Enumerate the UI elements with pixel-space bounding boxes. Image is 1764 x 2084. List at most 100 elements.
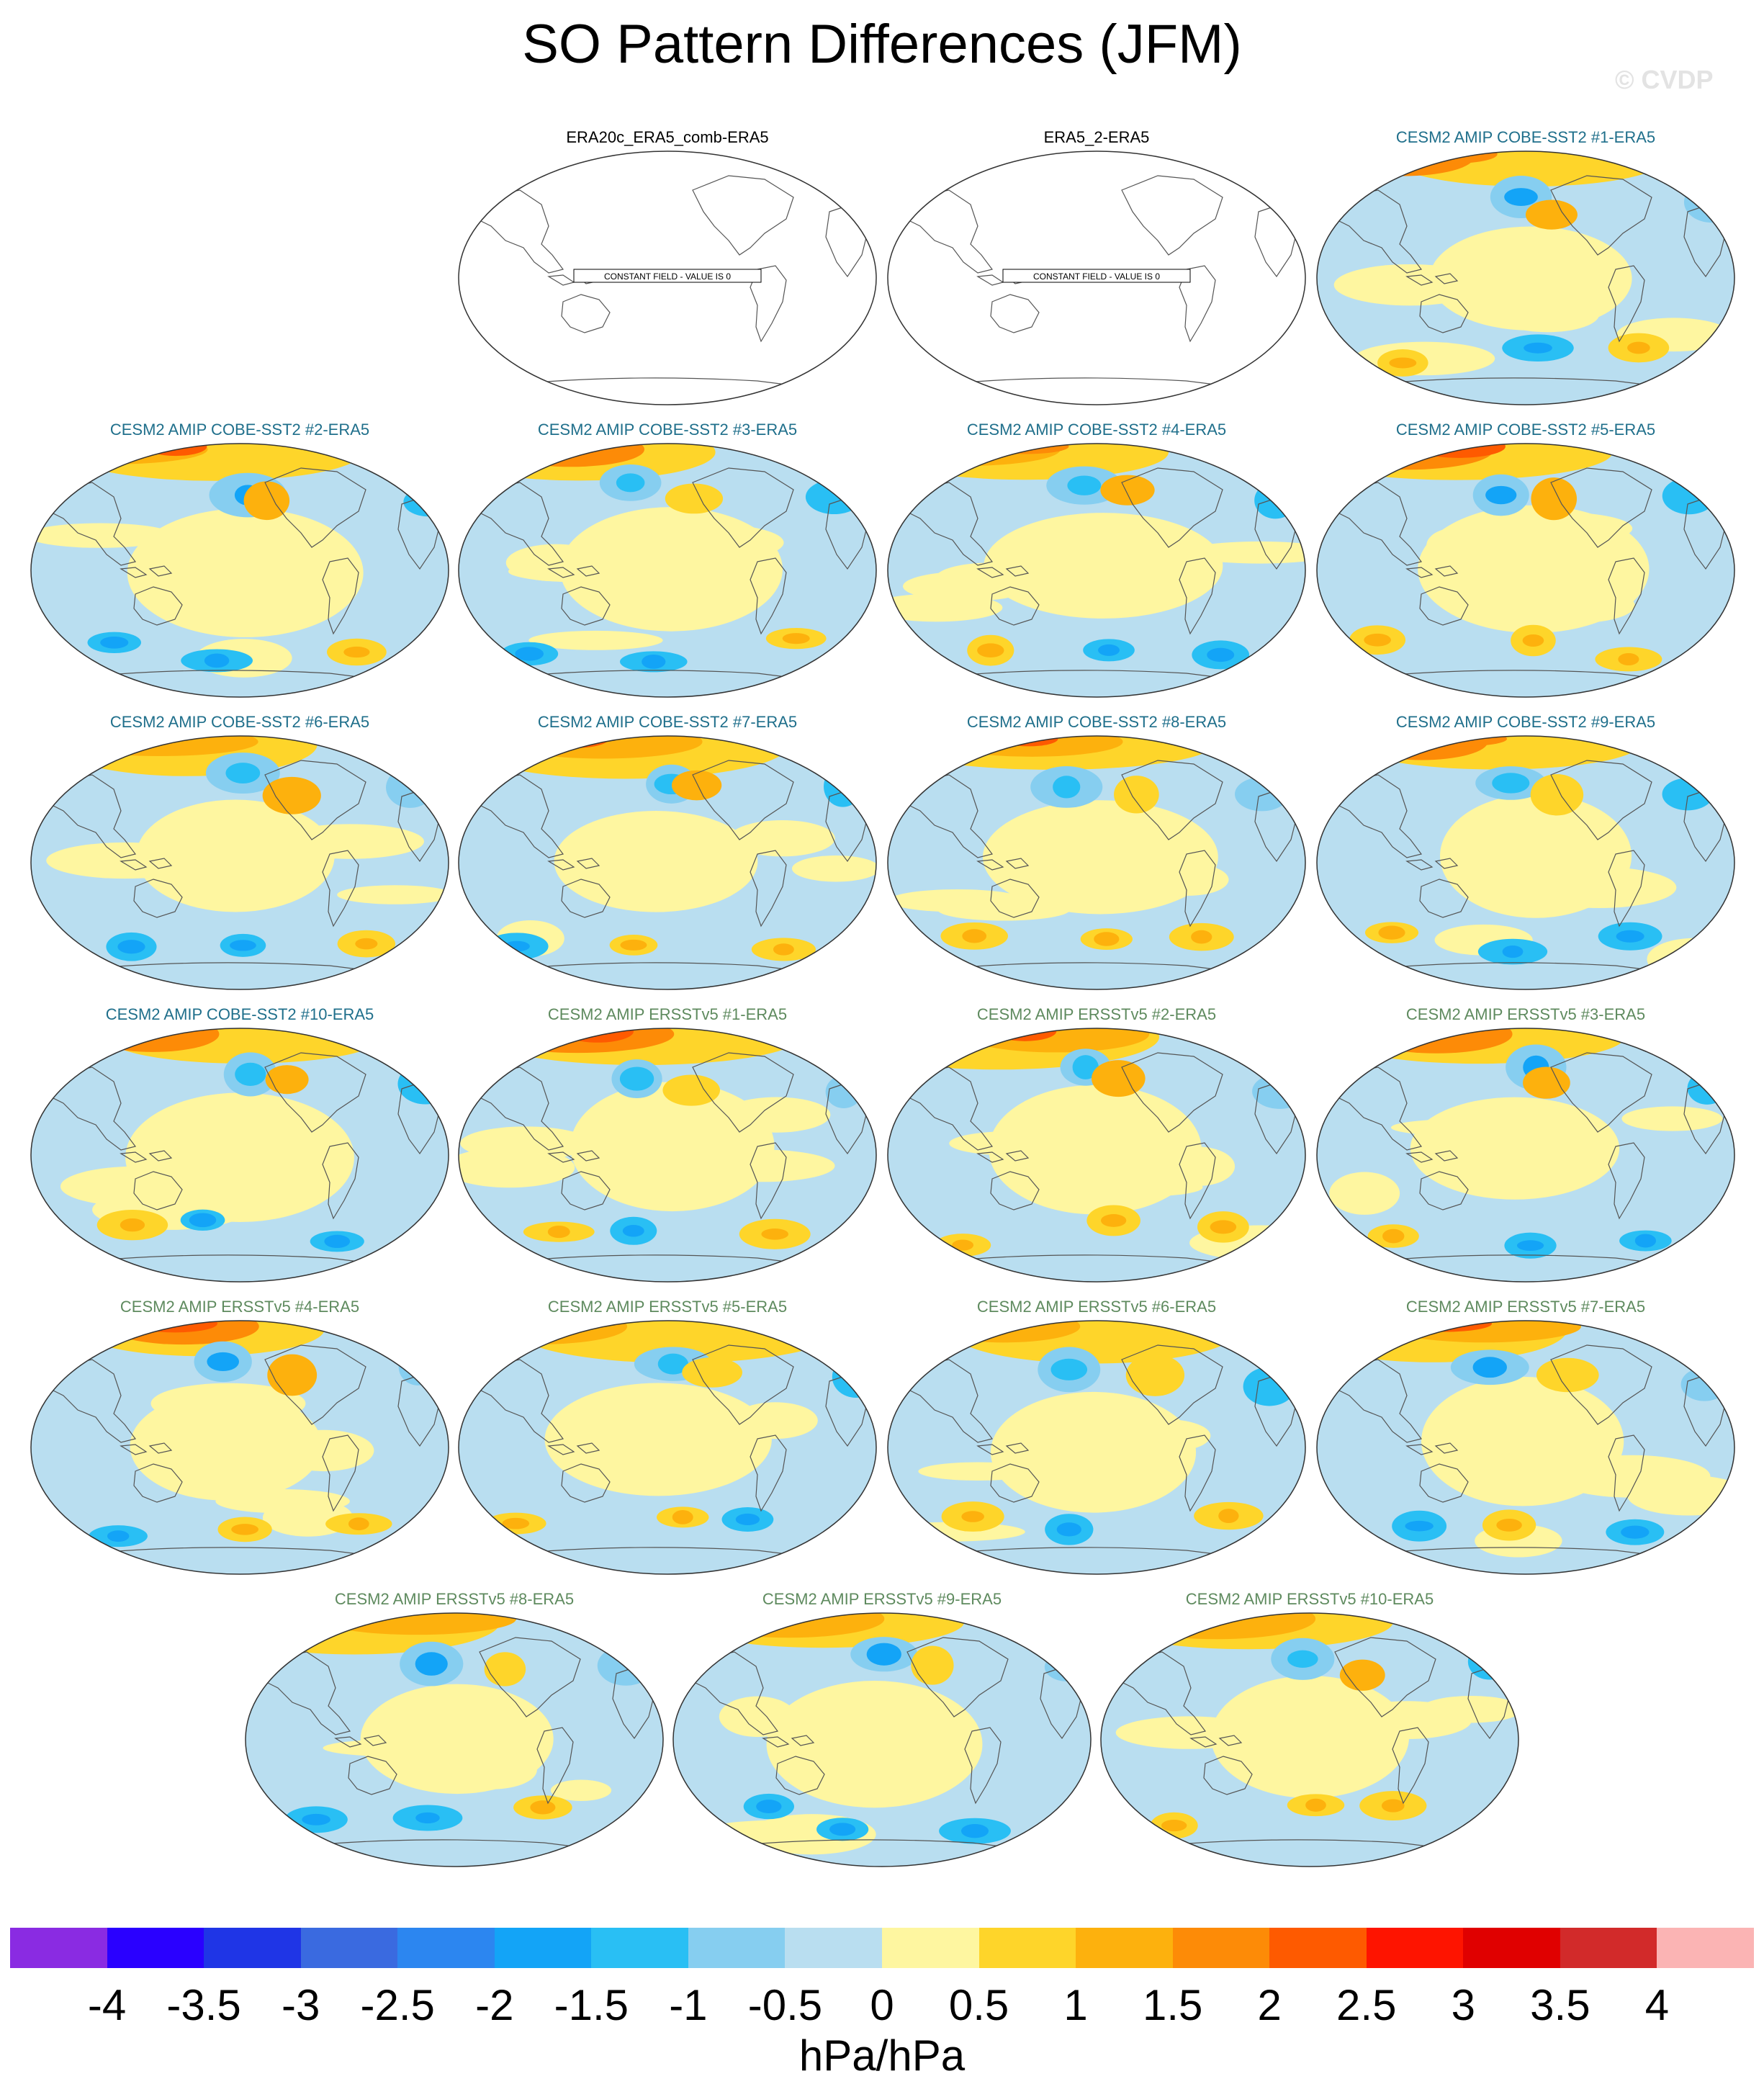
field-positive-high [665, 483, 724, 514]
globe-outline [458, 735, 877, 990]
colorbar-swatch [10, 1928, 108, 1968]
field-positive-high [1125, 1354, 1185, 1396]
map-globe [672, 1612, 1092, 1867]
panel-title: ERA5_2-ERA5 [1043, 128, 1150, 146]
colorbar-swatch [204, 1928, 302, 1968]
field-southern-core [1100, 1214, 1127, 1227]
coastline [1334, 774, 1423, 858]
map-panel: CESM2 AMIP ERSSTv5 #9-ERA5 [670, 1590, 1094, 1874]
field-positive-band [1495, 296, 1600, 333]
field-north-core [318, 1613, 517, 1635]
coastline [1005, 1150, 1030, 1162]
field-negative-core [1485, 485, 1517, 505]
coastline [990, 879, 1040, 918]
coastline [322, 1142, 359, 1220]
coastline [1405, 1151, 1434, 1163]
field-southern-core [355, 938, 378, 950]
map-panel: CESM2 AMIP COBE-SST2 #3-ERA5 [455, 421, 880, 705]
field-positive-band [132, 1166, 284, 1195]
map-globe [887, 735, 1306, 990]
coastline [1118, 1651, 1207, 1735]
coastline [964, 1727, 1002, 1805]
field-positive-high [243, 481, 290, 521]
field-southern-core [642, 654, 666, 669]
map-globe [1316, 1028, 1735, 1283]
map-panel: CESM2 AMIP COBE-SST2 #1-ERA5 [1313, 128, 1738, 413]
coastline [1608, 557, 1645, 635]
field-positive-band [1089, 1178, 1203, 1197]
globe-outline [1316, 1028, 1735, 1283]
field-positive-band [150, 1383, 306, 1424]
field-southern-core [1191, 930, 1212, 944]
field-southern-core [547, 1226, 570, 1239]
globe-outline [672, 1612, 1092, 1867]
field-positive-band [918, 1462, 1038, 1481]
panel-title: CESM2 AMIP COBE-SST2 #9-ERA5 [1395, 713, 1656, 731]
map-panel: CESM2 AMIP ERSSTv5 #8-ERA5 [242, 1590, 667, 1874]
field-southern-core [415, 1812, 440, 1824]
field-positive-band [729, 819, 835, 857]
coastline [547, 1151, 575, 1163]
field-positive-band [634, 856, 696, 900]
field-positive-band [656, 1456, 716, 1479]
colorbar-tick-label: -3 [281, 1981, 320, 2029]
panel-title: CESM2 AMIP COBE-SST2 #4-ERA5 [966, 421, 1227, 439]
coastline [263, 1651, 351, 1735]
field-positive-band [732, 1402, 818, 1440]
panel-title: CESM2 AMIP ERSSTv5 #4-ERA5 [120, 1298, 360, 1316]
coastline [905, 774, 994, 858]
field-positive-band [1447, 1138, 1599, 1167]
field-positive-high [1531, 477, 1578, 521]
colorbar-swatch [1366, 1928, 1464, 1968]
coastline [264, 1344, 366, 1425]
colorbar-swatch [785, 1928, 883, 1968]
coastline [1179, 850, 1216, 928]
field-negative-core [225, 763, 261, 783]
colorbar-tick-label: -4 [87, 1981, 127, 2029]
colorbar-tick-label: 2.5 [1336, 1981, 1397, 2029]
coastline [476, 1066, 564, 1151]
colorbar-tick-label: 0.5 [948, 1981, 1009, 2029]
coastline [1121, 760, 1223, 840]
colorbar-tick-label: 4 [1644, 1981, 1670, 2029]
field-positive-high [1530, 774, 1584, 816]
field-southern-core [1210, 1220, 1237, 1234]
coastline [479, 1637, 581, 1717]
coastline [547, 859, 575, 871]
coastline [264, 467, 366, 548]
coastline [1434, 273, 1459, 284]
globe-outline [1316, 735, 1735, 990]
globe-outline [458, 151, 877, 405]
coastline [905, 1066, 994, 1151]
coastline [322, 850, 359, 928]
colorbar-tick-label: 3 [1451, 1981, 1476, 2029]
panel-title: CESM2 AMIP COBE-SST2 #6-ERA5 [109, 713, 370, 731]
field-southern-core [1382, 1229, 1405, 1244]
field-southern-core [1616, 930, 1644, 943]
map-panel: CESM2 AMIP COBE-SST2 #7-ERA5 [455, 713, 880, 997]
globe-outline [1316, 443, 1735, 698]
field-southern-core [1381, 1799, 1405, 1813]
coastline [120, 1444, 148, 1455]
field-southern-core [1098, 644, 1120, 656]
field-positive-high [1100, 475, 1155, 506]
field-southern-core [1207, 647, 1235, 663]
coastline [1121, 175, 1223, 256]
panel-title: CESM2 AMIP COBE-SST2 #10-ERA5 [105, 1005, 374, 1023]
panel-title: CESM2 AMIP ERSSTv5 #10-ERA5 [1185, 1590, 1434, 1608]
coastline [750, 1434, 787, 1512]
colorbar-swatch [882, 1928, 980, 1968]
coastline [120, 567, 148, 578]
coastline [1550, 760, 1652, 840]
globe-outline [30, 1320, 449, 1575]
coastline [133, 1171, 183, 1211]
field-southern-core [343, 646, 370, 658]
field-southern-core [1305, 1798, 1326, 1812]
field-positive-band [1390, 1118, 1546, 1136]
colorbar-tick-label: 1.5 [1142, 1981, 1203, 2029]
map-globe [1316, 443, 1735, 698]
coastline [1405, 859, 1434, 871]
colorbar-swatch [1269, 1928, 1367, 1968]
colorbar-swatch [1463, 1928, 1561, 1968]
colorbar-swatch [688, 1928, 786, 1968]
